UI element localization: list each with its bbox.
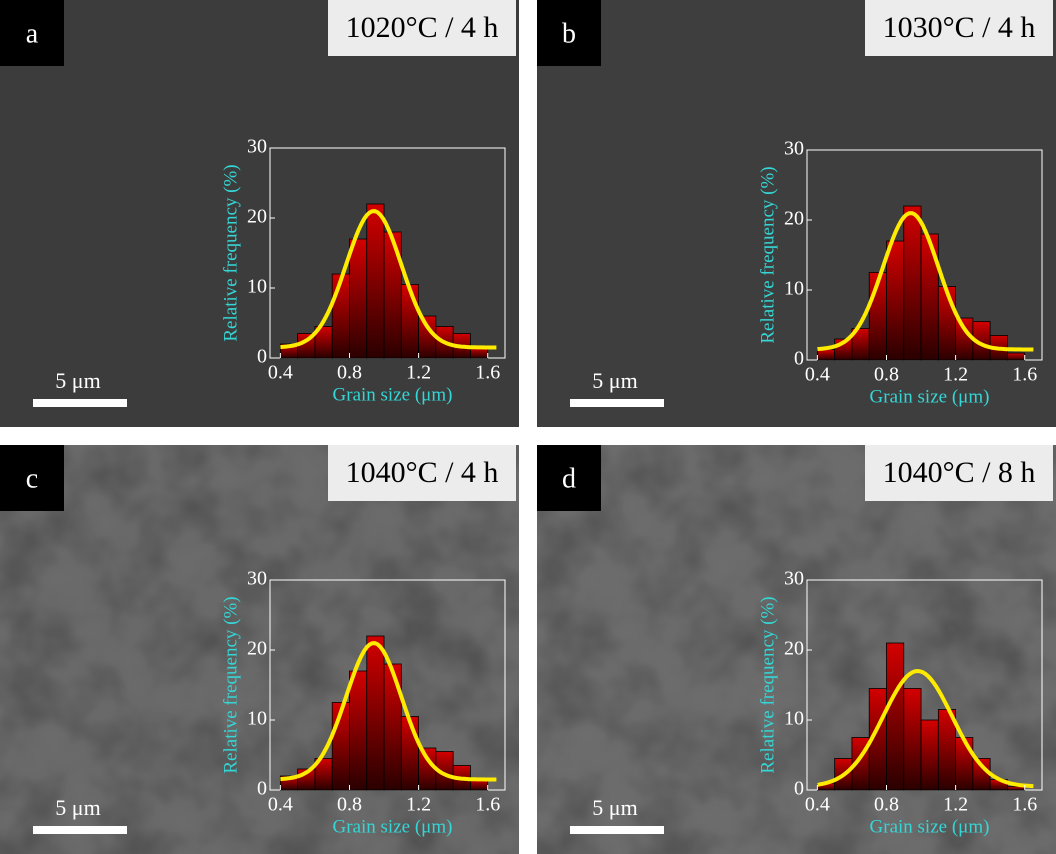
fit-curve (280, 641, 497, 782)
y-axis-label: Relative frequency (%) (757, 166, 778, 343)
y-tick-label: 0 (257, 346, 267, 368)
x-tick-label: 0.4 (268, 794, 293, 816)
y-tick-label: 20 (784, 208, 804, 230)
y-axis-label: Relative frequency (%) (757, 596, 778, 773)
label-box (537, 0, 601, 66)
y-tick-label: 0 (794, 348, 804, 370)
y-tick-label: 10 (247, 708, 267, 730)
y-tick-label: 10 (784, 278, 804, 300)
bar (366, 203, 385, 359)
panel: c 1040°C / 4 h 5 μm 0 10 20 30 0.4 0.8 1.2 1.6 Grai… (0, 445, 519, 854)
bar (400, 716, 420, 791)
panel-title: 1040°C / 4 h (346, 456, 499, 489)
x-tick-label: 1.6 (1012, 794, 1037, 816)
x-axis-label: Grain size (μm) (870, 386, 990, 407)
bar (418, 315, 437, 359)
x-tick-label: 0.8 (337, 362, 362, 384)
x-tick-label: 0.4 (805, 364, 830, 386)
x-tick-label: 1.2 (943, 794, 968, 816)
x-tick-label: 1.6 (1012, 364, 1037, 386)
panel-title: 1020°C / 4 h (346, 11, 499, 44)
x-axis-label: Grain size (μm) (870, 816, 990, 837)
title-box (328, 0, 516, 56)
x-tick-label: 0.8 (874, 364, 899, 386)
scale-bar (33, 399, 127, 407)
x-tick-label: 1.2 (943, 364, 968, 386)
bar (903, 688, 922, 791)
fit-curve (280, 209, 497, 350)
bar (366, 635, 385, 791)
bar (418, 747, 437, 791)
x-tick-label: 0.4 (268, 362, 293, 384)
panel-title: 1030°C / 4 h (883, 11, 1036, 44)
y-tick-label: 30 (784, 568, 804, 590)
bar (1007, 352, 1026, 361)
panel-label: a (26, 18, 39, 49)
title-box (328, 445, 516, 501)
y-tick-label: 30 (784, 138, 804, 160)
scale-bar-label: 5 μm (55, 368, 100, 393)
bar (816, 349, 836, 361)
label-box (0, 445, 64, 511)
bar (955, 737, 974, 791)
label-box (537, 445, 601, 511)
y-axis-label: Relative frequency (%) (220, 596, 241, 773)
panel: d 1040°C / 8 h 5 μm 0 10 20 30 0.4 0.8 1.2 1.6 Grai… (537, 445, 1056, 854)
y-tick-label: 20 (247, 638, 267, 660)
y-axis-label: Relative frequency (%) (220, 164, 241, 341)
panel-label: d (562, 463, 576, 494)
x-axis-label: Grain size (μm) (333, 816, 453, 837)
bar (331, 273, 350, 359)
title-box (865, 0, 1053, 56)
x-tick-label: 1.2 (406, 794, 431, 816)
panel: b 1030°C / 4 h 5 μm 0 10 20 30 0.4 0.8 1.2 1.6 Grai… (537, 0, 1056, 427)
y-tick-label: 0 (257, 778, 267, 800)
panel: a 1020°C / 4 h 5 μm 0 10 20 30 0.4 0.8 1.2 1.6 Grai… (0, 0, 519, 427)
scale-bar-label: 5 μm (592, 368, 637, 393)
scale-bar (570, 826, 664, 834)
y-tick-label: 20 (784, 638, 804, 660)
panel-label: b (562, 18, 576, 49)
scale-bar (33, 826, 127, 834)
x-tick-label: 1.6 (475, 362, 500, 384)
x-axis-label: Grain size (μm) (333, 384, 453, 405)
scale-bar-label: 5 μm (592, 795, 637, 820)
x-tick-label: 0.8 (874, 794, 899, 816)
label-box (0, 0, 64, 66)
x-tick-label: 1.2 (406, 362, 431, 384)
bar (400, 284, 420, 359)
y-tick-label: 10 (784, 708, 804, 730)
bar (349, 238, 368, 359)
x-tick-label: 0.8 (337, 794, 362, 816)
fit-curve (817, 668, 1034, 789)
x-tick-label: 1.6 (475, 794, 500, 816)
x-tick-label: 0.4 (805, 794, 830, 816)
panel-label: c (26, 463, 38, 494)
bar (955, 317, 974, 361)
panel-title: 1040°C / 8 h (883, 456, 1036, 489)
y-tick-label: 30 (247, 136, 267, 158)
bar (349, 670, 368, 791)
scale-bar-label: 5 μm (55, 795, 100, 820)
bar (920, 719, 939, 791)
y-tick-label: 10 (247, 276, 267, 298)
y-tick-label: 0 (794, 778, 804, 800)
title-box (865, 445, 1053, 501)
y-tick-label: 20 (247, 206, 267, 228)
y-tick-label: 30 (247, 568, 267, 590)
bar (886, 240, 905, 361)
bar (937, 286, 957, 361)
fit-curve (817, 211, 1034, 352)
scale-bar (570, 399, 664, 407)
bar (886, 642, 905, 791)
bar (903, 205, 922, 361)
